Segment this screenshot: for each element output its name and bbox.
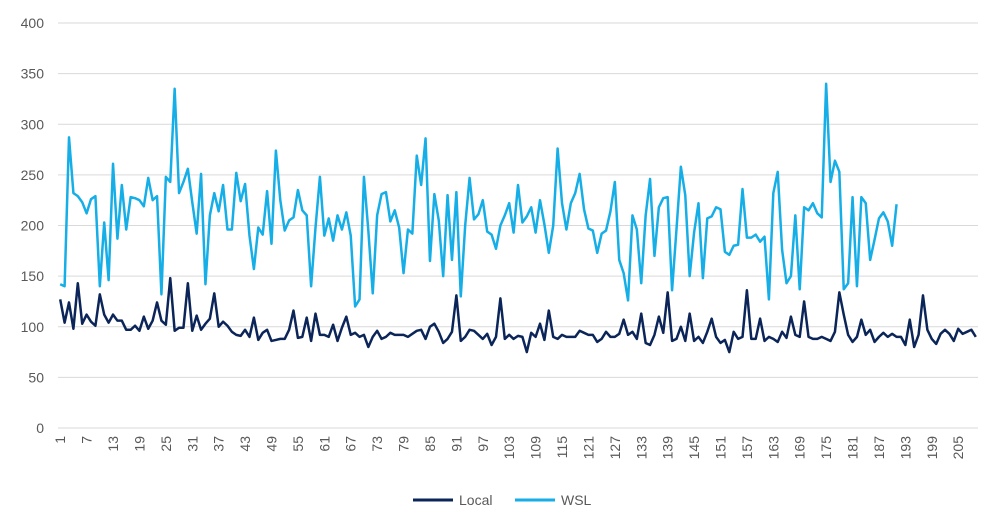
x-tick-label: 157 [739,436,755,460]
x-tick-label: 61 [316,436,332,452]
series-line-local [58,276,977,354]
legend: Local WSL [413,492,592,508]
y-tick-label: 300 [21,116,45,132]
x-tick-label: 151 [712,436,728,460]
y-axis-ticks: 0 50 100 150 200 250 300 350 400 [21,15,45,436]
x-tick-label: 121 [580,436,596,460]
x-axis-ticks: 1 7 13 19 25 31 37 43 49 55 61 67 73 79 85 91 97 103 109 11… [52,436,966,460]
x-tick-label: 139 [660,436,676,460]
x-tick-label: 55 [290,436,306,452]
x-tick-label: 67 [343,436,359,452]
x-tick-label: 145 [686,436,702,460]
x-tick-label: 169 [792,436,808,460]
x-tick-label: 199 [924,436,940,460]
x-tick-label: 115 [554,436,570,459]
x-tick-label: 73 [369,436,385,452]
y-tick-label: 50 [28,369,44,385]
series-line-wsl [59,82,898,308]
x-tick-label: 85 [422,436,438,452]
y-tick-label: 350 [21,66,45,82]
gridlines [58,22,978,378]
x-tick-label: 43 [237,436,253,452]
x-tick-label: 175 [818,436,834,460]
x-tick-label: 91 [448,436,464,452]
x-tick-label: 109 [528,436,544,460]
x-tick-label: 13 [105,436,121,452]
x-tick-label: 103 [501,436,517,460]
legend-label-local: Local [459,492,492,508]
x-tick-label: 19 [131,436,147,452]
x-tick-label: 163 [765,436,781,460]
x-tick-label: 37 [211,436,227,452]
x-tick-label: 7 [79,436,95,444]
x-tick-label: 205 [950,436,966,460]
legend-label-wsl: WSL [561,492,592,508]
y-tick-label: 400 [21,15,45,31]
x-tick-label: 193 [897,436,913,460]
x-tick-label: 187 [871,436,887,460]
y-tick-label: 0 [36,420,44,436]
y-tick-label: 200 [21,218,45,234]
x-tick-label: 79 [396,436,412,452]
series-lines [58,82,977,354]
x-tick-label: 1 [52,436,68,444]
x-tick-label: 181 [845,436,861,460]
x-tick-label: 97 [475,436,491,452]
y-tick-label: 100 [21,319,45,335]
y-tick-label: 150 [21,268,45,284]
x-tick-label: 133 [633,436,649,460]
x-tick-label: 31 [184,436,200,452]
x-tick-label: 127 [607,436,623,460]
x-tick-label: 25 [158,436,174,452]
x-tick-label: 49 [263,436,279,452]
y-tick-label: 250 [21,167,45,183]
